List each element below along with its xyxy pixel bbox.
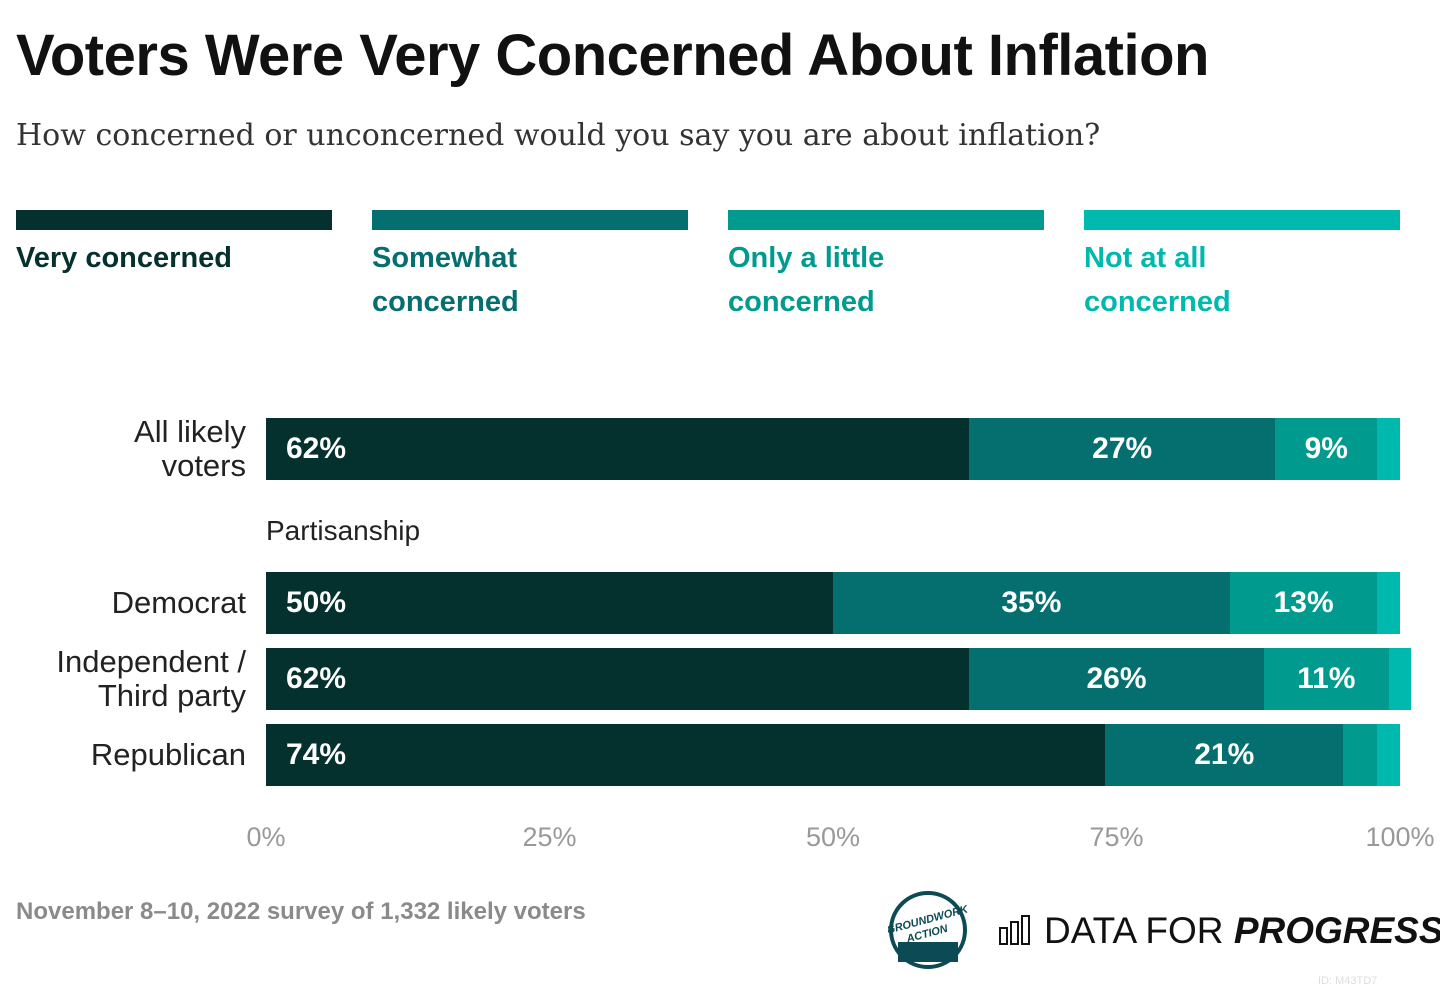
bar-segment <box>1105 724 1344 786</box>
legend-label: Not at all concerned <box>1084 242 1231 318</box>
value-label: 35% <box>1001 586 1062 619</box>
bar-segment <box>833 572 1230 634</box>
bar-segment <box>266 648 970 710</box>
bar-segment <box>1377 572 1400 634</box>
value-label: 50% <box>286 586 347 619</box>
bar-segment <box>1343 724 1378 786</box>
bar-segment <box>1388 648 1412 710</box>
legend-swatch <box>728 210 1044 230</box>
x-tick-label: 75% <box>1089 822 1144 852</box>
x-tick-label: 100% <box>1365 822 1435 852</box>
category-label: Democrat <box>6 572 246 634</box>
value-label: 21% <box>1194 738 1255 771</box>
bar-segment <box>1229 572 1378 634</box>
category-label: All likely voters <box>6 414 246 483</box>
badge-logo: GROUNDWORK ACTION <box>888 891 970 969</box>
bar-segment <box>266 418 970 480</box>
bar-segment <box>1263 648 1389 710</box>
value-label: 74% <box>286 738 347 771</box>
x-tick-label: 25% <box>522 822 577 852</box>
category-text: Independent / Third party <box>56 644 246 713</box>
brand: DATA FOR PROGRESS <box>1044 910 1440 952</box>
brand-text: DATA FOR <box>1044 910 1224 951</box>
category-label: Independent / Third party <box>6 644 246 713</box>
legend-swatch <box>372 210 688 230</box>
chart-title: Voters Were Very Concerned About Inflati… <box>16 23 1209 88</box>
legend-label: Somewhat concerned <box>372 242 519 318</box>
bar-segment <box>1275 418 1378 480</box>
chart-subtitle: How concerned or unconcerned would you s… <box>16 118 1101 153</box>
bar-segment <box>266 572 833 634</box>
bar-segment <box>1377 724 1400 786</box>
value-label: 62% <box>286 662 347 695</box>
legend-label: Only a little concerned <box>728 242 885 318</box>
legend-swatch <box>1084 210 1400 230</box>
bar-segment <box>1377 418 1400 480</box>
value-label: 27% <box>1092 432 1153 465</box>
bar-segment <box>266 724 1106 786</box>
value-label: 62% <box>286 432 347 465</box>
brand-icon <box>999 915 1030 945</box>
brand-text: PROGRESS <box>1233 910 1440 951</box>
value-label: 13% <box>1273 586 1334 619</box>
bar-segment <box>969 648 1264 710</box>
group-label: Partisanship <box>266 515 421 546</box>
value-label: 26% <box>1086 662 1147 695</box>
category-text: Republican <box>90 737 246 772</box>
legend-swatch <box>16 210 332 230</box>
category-text: All likely voters <box>134 414 246 483</box>
bar-segment <box>969 418 1276 480</box>
category-label: Republican <box>6 724 246 786</box>
x-tick-label: 0% <box>246 822 286 852</box>
x-tick-label: 50% <box>805 822 861 852</box>
category-text: Democrat <box>111 585 246 620</box>
source-note: November 8–10, 2022 survey of 1,332 like… <box>16 898 586 925</box>
chart-id: ID: M43TD7 <box>1318 975 1378 987</box>
legend-label: Very concerned <box>16 242 232 274</box>
value-label: 11% <box>1297 662 1356 695</box>
value-label: 9% <box>1304 432 1348 465</box>
